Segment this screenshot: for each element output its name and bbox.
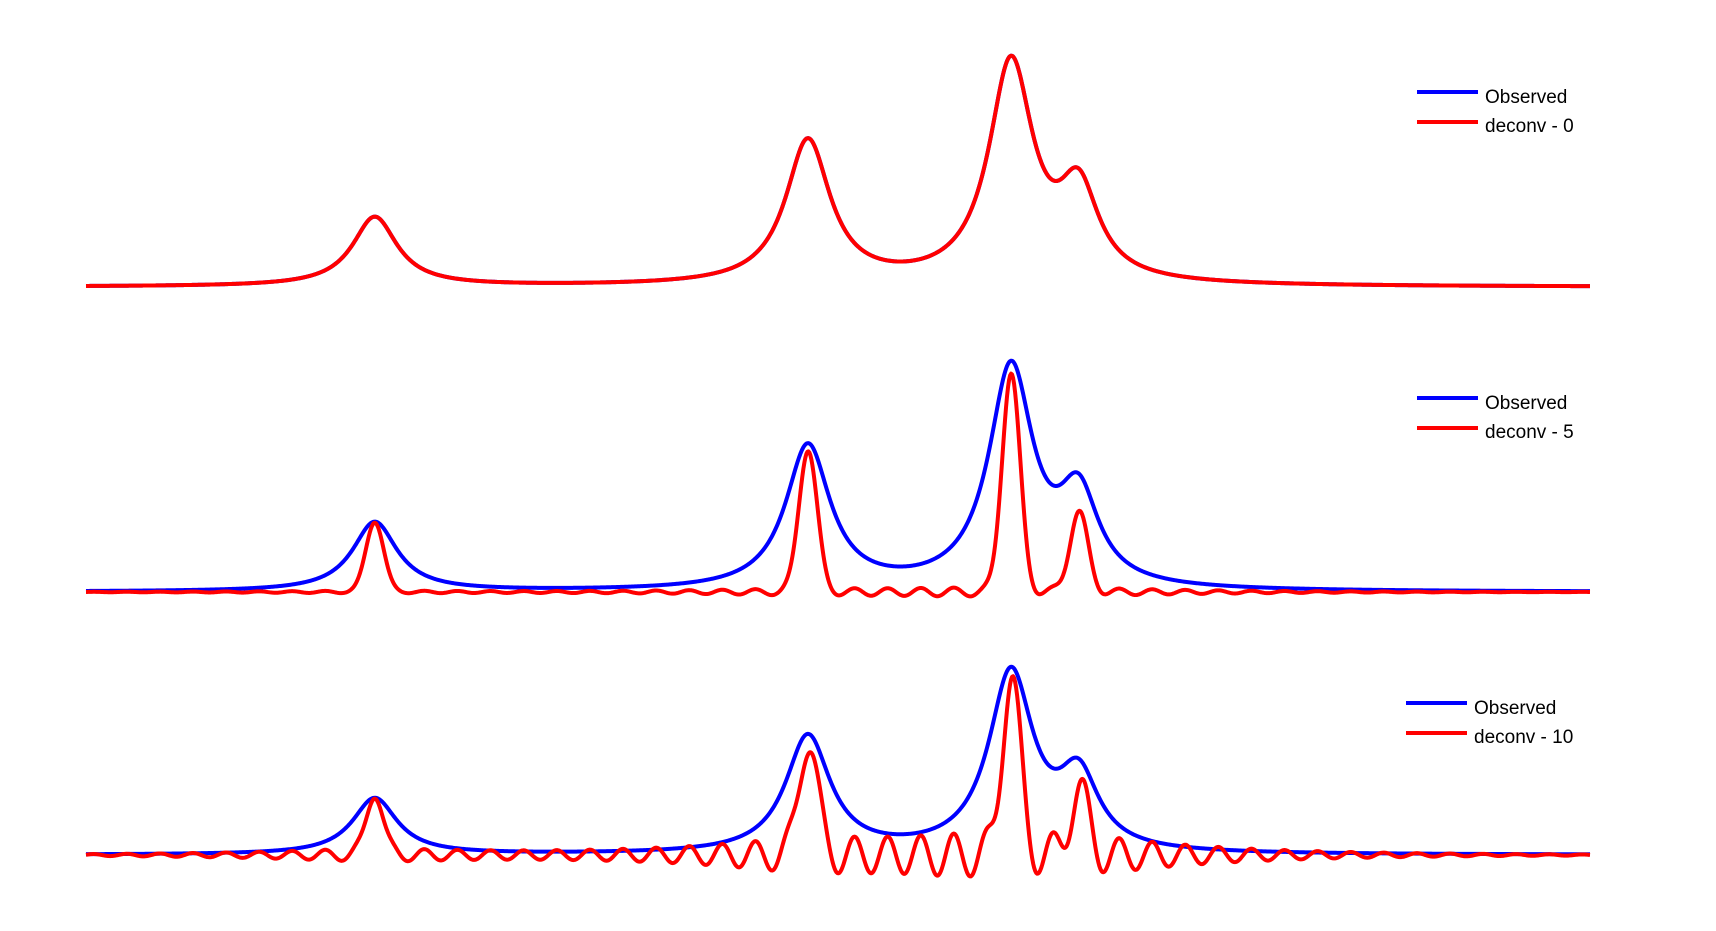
panel-1-legend: Observed deconv - 0 <box>1417 87 1574 137</box>
panel-3-deconv-line <box>85 674 1591 879</box>
panel-3-legend-deconv-label: deconv - 10 <box>1474 727 1573 748</box>
panel-1-observed-line <box>85 53 1591 289</box>
panel-3: Observed deconv - 10 <box>85 664 1591 879</box>
panel-2-legend-deconv-label: deconv - 5 <box>1485 422 1574 443</box>
panel-1: Observed deconv - 0 <box>85 53 1591 289</box>
panel-2-deconv-line <box>85 371 1591 599</box>
panel-2-legend: Observed deconv - 5 <box>1417 393 1574 443</box>
panel-1-deconv-line <box>85 53 1591 289</box>
panel-3-legend-observed-label: Observed <box>1474 698 1556 719</box>
panel-3-legend: Observed deconv - 10 <box>1406 698 1573 748</box>
panel-2-observed-line <box>85 358 1591 594</box>
panel-2-legend-observed-label: Observed <box>1485 393 1567 414</box>
panel-3-observed-line <box>85 664 1591 857</box>
panel-1-legend-deconv-label: deconv - 0 <box>1485 116 1574 137</box>
panel-2: Observed deconv - 5 <box>85 358 1591 599</box>
panel-1-legend-observed-label: Observed <box>1485 87 1567 108</box>
